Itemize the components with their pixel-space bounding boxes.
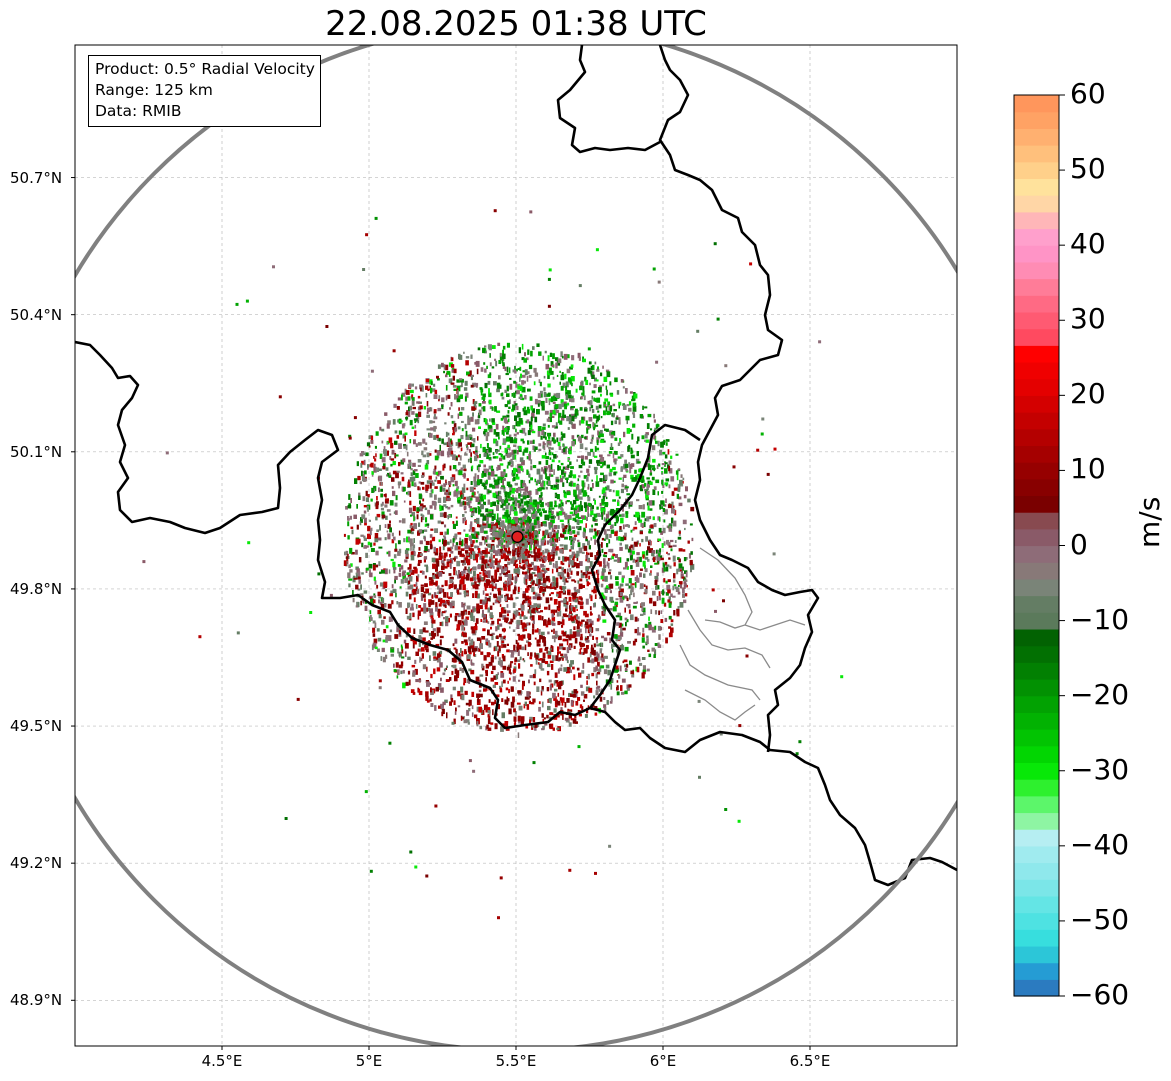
colorbar-tick-label: 20: [1070, 377, 1106, 411]
colorbar-tick-label: −40: [1070, 827, 1130, 861]
lat-tick-label: 50.1°N: [10, 442, 63, 461]
colorbar-band: [1014, 979, 1059, 997]
colorbar-band: [1014, 695, 1059, 713]
colorbar-band: [1014, 211, 1059, 230]
lat-tick-label: 49.8°N: [10, 579, 63, 598]
lon-tick-label: 6.5°E: [789, 1052, 831, 1070]
range-label: Range: 125 km: [95, 81, 213, 99]
colorbar-unit-label: m/s: [1133, 496, 1166, 548]
colorbar-band: [1014, 478, 1059, 497]
product-label: Product: 0.5° Radial Velocity: [95, 60, 315, 78]
graticule: [71, 45, 957, 1050]
colorbar-tick-label: −50: [1070, 902, 1130, 936]
lat-tick-label: 49.2°N: [10, 854, 63, 873]
colorbar-band: [1014, 95, 1059, 113]
lon-tick-label: 6°E: [649, 1052, 677, 1070]
lat-tick-label: 50.7°N: [10, 168, 63, 187]
colorbar-tick-label: −60: [1070, 978, 1130, 1011]
colorbar-band: [1014, 862, 1059, 880]
colorbar-band: [1014, 412, 1059, 430]
colorbar-band: [1014, 161, 1059, 180]
colorbar-band: [1014, 912, 1059, 930]
colorbar-band: [1014, 295, 1059, 313]
colorbar-band: [1014, 945, 1059, 964]
colorbar-band: [1014, 528, 1059, 547]
velocity-echoes: [142, 209, 844, 920]
colorbar-band: [1014, 812, 1059, 830]
colorbar-band: [1014, 662, 1059, 680]
colorbar-band: [1014, 578, 1059, 597]
colorbar-band: [1014, 562, 1059, 580]
colorbar-band: [1014, 328, 1059, 346]
data-source-label: Data: RMIB: [95, 102, 182, 120]
colorbar-tick-label: −10: [1070, 602, 1130, 636]
colorbar-band: [1014, 345, 1059, 363]
colorbar-band: [1014, 178, 1059, 196]
colorbar-band: [1014, 845, 1059, 864]
colorbar-band: [1014, 712, 1059, 730]
colorbar-band: [1014, 278, 1059, 296]
colorbar-band: [1014, 111, 1059, 129]
colorbar-band: [1014, 779, 1059, 797]
colorbar-band: [1014, 829, 1059, 847]
colorbar-tick-label: 40: [1070, 227, 1106, 261]
colorbar-tick-label: −20: [1070, 677, 1130, 711]
colorbar-tick-label: 60: [1070, 77, 1106, 110]
colorbar-band: [1014, 628, 1059, 647]
admin-borders: [679, 547, 806, 721]
colorbar-band: [1014, 612, 1059, 630]
lat-tick-label: 48.9°N: [10, 991, 63, 1010]
colorbar-band: [1014, 462, 1059, 480]
colorbar-band: [1014, 545, 1059, 563]
colorbar-band: [1014, 495, 1059, 513]
colorbar-band: [1014, 261, 1059, 280]
colorbar-band: [1014, 395, 1059, 413]
colorbar-band: [1014, 929, 1059, 947]
colorbar-tick-label: 0: [1070, 527, 1088, 561]
colorbar-band: [1014, 795, 1059, 814]
colorbar-tick-label: 50: [1070, 152, 1106, 186]
lon-tick-label: 4.5°E: [201, 1052, 243, 1070]
colorbar-band: [1014, 729, 1059, 747]
colorbar-band: [1014, 378, 1059, 396]
product-info-box: Product: 0.5° Radial Velocity Range: 125…: [88, 55, 321, 127]
colorbar-frame: [1013, 94, 1060, 997]
colorbar-band: [1014, 895, 1059, 914]
colorbar-band: [1014, 195, 1059, 213]
colorbar-band: [1014, 512, 1059, 530]
colorbar-tick-label: 30: [1070, 302, 1106, 336]
radar-site-marker: [511, 530, 524, 543]
colorbar-band: [1014, 879, 1059, 897]
colorbar-band: [1014, 128, 1059, 146]
colorbar-band: [1014, 311, 1059, 330]
colorbar-band: [1014, 678, 1059, 697]
colorbar-band: [1014, 145, 1059, 163]
colorbar-band: [1014, 745, 1059, 764]
colorbar-band: [1014, 762, 1059, 780]
colorbar-band: [1014, 595, 1059, 613]
colorbar-tick-label: −30: [1070, 752, 1130, 786]
lon-tick-label: 5.5°E: [495, 1052, 537, 1070]
figure-title: 22.08.2025 01:38 UTC: [325, 4, 707, 44]
colorbar-band: [1014, 428, 1059, 446]
lon-tick-label: 5°E: [355, 1052, 383, 1070]
colorbar-tick-label: 10: [1070, 452, 1106, 486]
colorbar-band: [1014, 445, 1059, 463]
colorbar-band: [1014, 245, 1059, 263]
colorbar-band: [1014, 962, 1059, 980]
colorbar-band: [1014, 228, 1059, 246]
country-borders: [75, 45, 957, 887]
lat-tick-label: 49.5°N: [10, 717, 63, 736]
colorbar-band: [1014, 361, 1059, 380]
lat-tick-label: 50.4°N: [10, 305, 63, 324]
colorbar: [1014, 94, 1065, 997]
plot-frame: [74, 44, 958, 1047]
colorbar-band: [1014, 645, 1059, 663]
